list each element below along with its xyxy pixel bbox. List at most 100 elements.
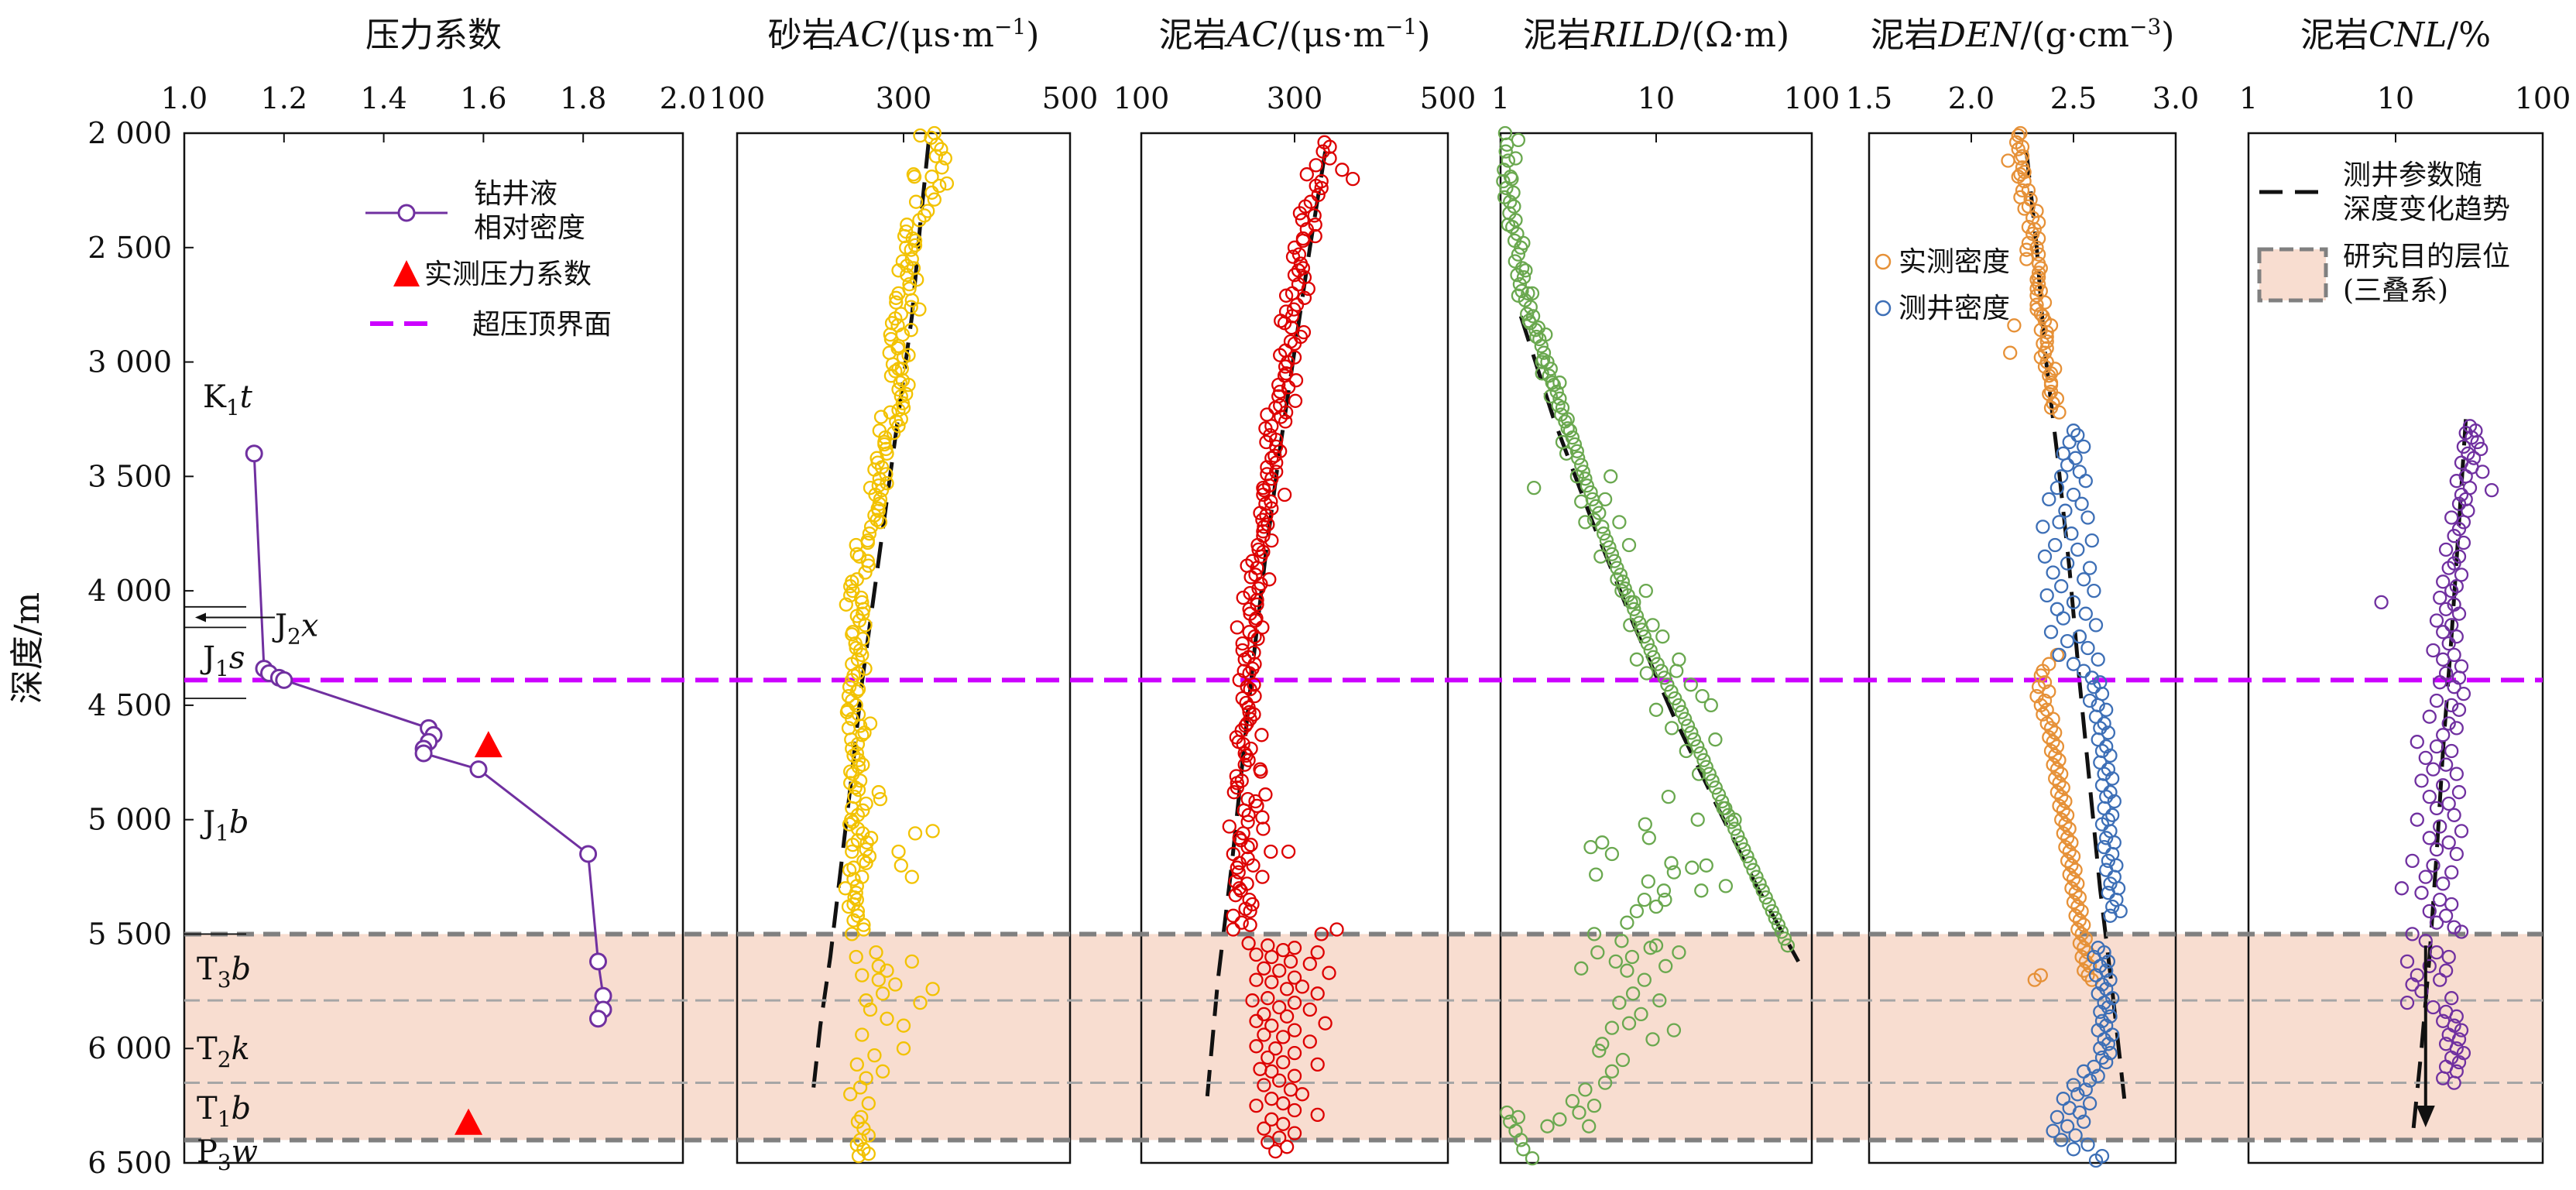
cnl-point (2436, 728, 2451, 742)
mudstone-ac-point (1241, 936, 1256, 951)
cnl-point (2422, 709, 2437, 724)
rild-point (1535, 366, 1549, 381)
sandstone-ac-point (904, 293, 919, 307)
marks-mud_ac (1222, 135, 1360, 1159)
y-tick-label: 4 000 (87, 574, 172, 608)
sandstone-ac-point (907, 826, 923, 841)
cnl-point (2449, 846, 2464, 862)
rild-point (1650, 657, 1665, 671)
mudstone-ac-point (1322, 151, 1337, 166)
den-log-point (2097, 716, 2111, 731)
den-measured-point (2029, 688, 2044, 704)
strata-label-j2x: J2x (272, 608, 318, 649)
den-log-point (2101, 1000, 2116, 1015)
mudstone-ac-point (1264, 975, 1279, 989)
sandstone-ac-point (850, 833, 866, 848)
rild-point (1527, 480, 1542, 496)
panel-mud_ac: 泥岩AC/(μs·m−1) 100 300 500 (1113, 14, 1476, 1164)
sandstone-ac-point (935, 160, 949, 175)
sandstone-ac-point (870, 455, 885, 470)
den-measured-point (2043, 377, 2059, 393)
den-log-point (2094, 977, 2110, 992)
den-log-point (2077, 439, 2091, 454)
cnl-point (2414, 773, 2429, 788)
rild-point (1639, 666, 1654, 681)
den-log-point (2060, 1119, 2075, 1133)
mudstone-ac-point (1288, 373, 1304, 388)
rild-point (1508, 151, 1523, 166)
rild-point (1637, 892, 1652, 907)
mudstone-ac-point (1236, 590, 1250, 605)
sandstone-ac-point (863, 831, 879, 845)
mudstone-ac-point (1226, 922, 1240, 937)
den-log-point (2094, 1013, 2110, 1028)
mudstone-ac-point (1287, 268, 1302, 283)
cnl-point (2444, 510, 2459, 525)
den-measured-point (2037, 295, 2053, 310)
rild-point (1536, 345, 1552, 360)
den-log-point (2105, 808, 2120, 822)
sandstone-ac-point (845, 844, 859, 859)
den-log-point (2087, 680, 2101, 694)
sandstone-ac-point (861, 1147, 876, 1161)
cnl-point (2456, 535, 2471, 550)
cnl-point (2410, 812, 2424, 827)
rild-point (1620, 915, 1634, 930)
rild-point (1589, 867, 1604, 882)
sandstone-ac-point (859, 835, 874, 850)
den-log-point (2049, 602, 2065, 616)
den-log-point (2049, 480, 2065, 496)
cnl-point (2441, 796, 2456, 811)
cnl-point (2444, 698, 2459, 713)
sandstone-ac-point (913, 128, 928, 143)
legend-trend-label: 深度变化趋势 (2343, 194, 2510, 225)
rild-point (1629, 652, 1645, 667)
den-log-point (2103, 1009, 2118, 1024)
den-log-point (2099, 702, 2114, 717)
cnl-point (2429, 915, 2444, 930)
mudstone-ac-point (1310, 1107, 1325, 1123)
mud-density-point (579, 845, 598, 863)
rild-point (1672, 945, 1686, 960)
sandstone-ac-point (851, 1148, 866, 1164)
cnl-point (2433, 675, 2447, 690)
den-measured-point (2068, 886, 2083, 900)
strata-label-t3b: T3b (197, 952, 251, 993)
rild-point (1643, 643, 1658, 658)
mudstone-ac-point (1249, 947, 1264, 962)
cnl-point (2438, 542, 2454, 557)
cnl-point (2444, 743, 2459, 759)
mudstone-ac-point (1260, 407, 1274, 422)
den-measured-point (2019, 242, 2034, 257)
rild-point (1655, 629, 1670, 644)
rild-point (1705, 773, 1720, 788)
y-tick-label: 5 500 (87, 917, 172, 951)
rild-point (1666, 865, 1682, 880)
mudstone-ac-point (1253, 506, 1267, 520)
rild-point (1661, 789, 1676, 804)
x-tick-label-den: 2.5 (2050, 81, 2097, 115)
sandstone-ac-point (858, 661, 873, 676)
sandstone-ac-point (902, 276, 917, 292)
cnl-point (2444, 865, 2459, 880)
rild-point (1503, 194, 1518, 209)
rild-point (1740, 849, 1754, 864)
cnl-point (2454, 824, 2469, 838)
x-tick-label-sand_ac: 500 (1042, 81, 1099, 115)
panel-frame-den (1868, 132, 2177, 1164)
mudstone-ac-point (1276, 1096, 1291, 1111)
den-log-point (2068, 451, 2083, 465)
rild-point (1597, 492, 1613, 507)
strata-label-j1s: J1s (200, 640, 245, 681)
mudstone-ac-point (1278, 414, 1293, 429)
den-measured-point (2077, 941, 2091, 955)
sandstone-ac-point (891, 844, 906, 859)
rild-point (1660, 677, 1675, 692)
mudstone-ac-point (1295, 233, 1311, 249)
sandstone-ac-point (880, 963, 894, 978)
den-measured-point (2021, 235, 2036, 251)
rild-point (1634, 1007, 1648, 1022)
sandstone-ac-point (843, 764, 858, 779)
mudstone-ac-point (1249, 1098, 1264, 1113)
sandstone-ac-point (925, 824, 940, 838)
